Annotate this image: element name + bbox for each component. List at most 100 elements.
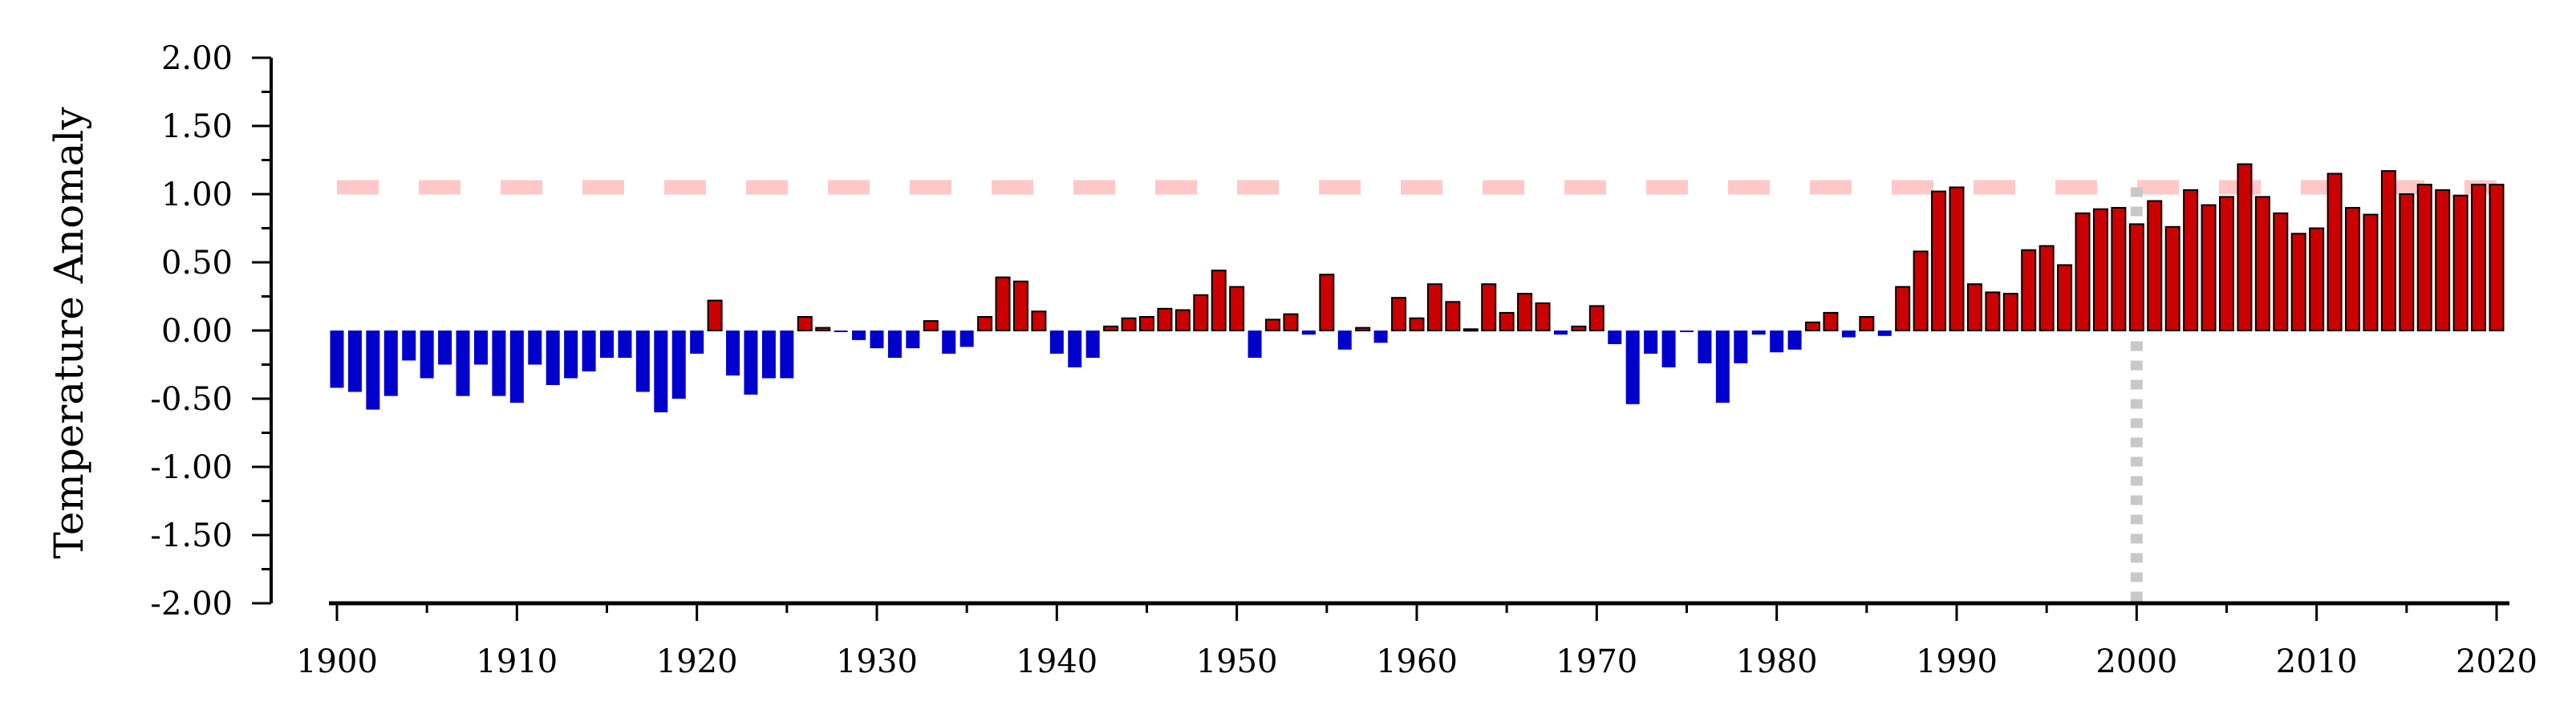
- bar-1944: [1121, 317, 1137, 332]
- bar-1939: [1031, 310, 1047, 332]
- bar-1962: [1445, 301, 1461, 331]
- bar-2009: [2290, 233, 2306, 331]
- bar-1917: [635, 331, 650, 392]
- bar-1929: [852, 331, 866, 340]
- bar-1953: [1283, 313, 1299, 332]
- bar-1992: [1985, 291, 2001, 331]
- bar-1963: [1462, 328, 1479, 332]
- bar-1993: [2002, 293, 2018, 332]
- bar-1942: [1085, 331, 1100, 358]
- bar-2013: [2363, 213, 2379, 331]
- bar-2006: [2237, 163, 2253, 331]
- y-tick-label: 1.00: [161, 176, 233, 213]
- bar-2004: [2201, 204, 2217, 331]
- bar-1995: [2038, 245, 2055, 332]
- bar-1948: [1193, 294, 1209, 331]
- x-tick-label: 1910: [476, 643, 558, 680]
- bar-1988: [1913, 250, 1929, 331]
- bar-1994: [2021, 249, 2037, 332]
- bar-1958: [1373, 331, 1388, 343]
- bar-1985: [1859, 316, 1875, 331]
- y-tick-label: -1.00: [150, 449, 233, 486]
- bar-1925: [780, 331, 794, 379]
- bar-1949: [1211, 270, 1227, 332]
- bar-1924: [761, 331, 776, 379]
- x-tick-label: 1960: [1376, 643, 1458, 680]
- bar-1959: [1391, 297, 1407, 332]
- bar-1915: [600, 331, 614, 358]
- bar-1966: [1517, 293, 1533, 332]
- bar-1997: [2075, 212, 2091, 331]
- bar-1930: [870, 331, 884, 349]
- bar-1926: [797, 316, 813, 331]
- bar-1921: [707, 299, 723, 332]
- bar-1968: [1553, 331, 1568, 335]
- bar-1906: [438, 331, 452, 365]
- bar-2000: [2128, 223, 2144, 331]
- y-axis: 2.00 1.50 1.00 0.50 0.00 -0.50 -1.00 -1.50 -2.00: [150, 40, 273, 623]
- bar-1983: [1823, 311, 1839, 331]
- bar-1996: [2057, 264, 2073, 331]
- bar-1973: [1644, 331, 1658, 354]
- bar-1923: [744, 331, 758, 395]
- y-tick-label: -0.50: [150, 381, 233, 418]
- x-tick-label: 2010: [2276, 643, 2358, 680]
- y-tick-label: 0.00: [161, 313, 233, 350]
- bar-1971: [1608, 331, 1622, 344]
- x-tick-label: 1920: [656, 643, 738, 680]
- bar-2020: [2489, 184, 2505, 331]
- bar-2011: [2327, 172, 2343, 331]
- bar-1980: [1770, 331, 1784, 353]
- bar-1984: [1841, 331, 1856, 338]
- bar-1938: [1012, 280, 1028, 331]
- bar-1977: [1715, 331, 1730, 404]
- bar-1981: [1787, 331, 1802, 350]
- bar-1956: [1337, 331, 1352, 350]
- bar-1943: [1103, 325, 1119, 331]
- bar-2012: [2345, 207, 2361, 331]
- bar-2018: [2452, 194, 2468, 331]
- bar-1913: [564, 331, 578, 379]
- y-tick-label: 0.50: [161, 245, 233, 282]
- bar-2008: [2273, 212, 2289, 331]
- bar-1916: [618, 331, 632, 358]
- bar-2002: [2164, 225, 2180, 331]
- reference-lines: [337, 180, 2497, 603]
- bar-1905: [420, 331, 434, 379]
- bar-1950: [1229, 286, 1245, 332]
- bar-1928: [834, 331, 848, 332]
- y-tick-label: -2.00: [150, 586, 233, 623]
- x-tick-label: 2020: [2456, 643, 2537, 680]
- bar-1991: [1966, 283, 1982, 332]
- bar-1972: [1625, 331, 1640, 404]
- bar-1936: [977, 316, 993, 331]
- bar-2007: [2254, 196, 2270, 331]
- bar-1911: [528, 331, 542, 365]
- bar-2003: [2183, 189, 2199, 331]
- bar-1990: [1949, 186, 1965, 331]
- x-axis: 1900 1910 1920 1930 1940 1950 1960 1970 1980 1990…: [296, 601, 2537, 680]
- bar-2005: [2219, 196, 2234, 331]
- bar-1941: [1068, 331, 1082, 367]
- y-axis-title: Temperature Anomaly: [46, 107, 92, 559]
- x-tick-label: 1980: [1736, 643, 1818, 680]
- bar-1964: [1481, 283, 1497, 332]
- bar-2019: [2471, 184, 2487, 331]
- bar-2016: [2416, 184, 2432, 331]
- bar-1957: [1355, 326, 1371, 332]
- bar-1961: [1426, 283, 1442, 332]
- bar-1903: [383, 331, 398, 396]
- bar-2014: [2380, 170, 2396, 331]
- x-tick-label: 1990: [1916, 643, 1998, 680]
- bar-1904: [402, 331, 416, 361]
- bar-1922: [726, 331, 740, 376]
- bar-1970: [1588, 305, 1604, 331]
- bar-1965: [1499, 311, 1515, 331]
- bar-1978: [1734, 331, 1748, 363]
- bars: [330, 163, 2505, 412]
- bar-1955: [1319, 274, 1335, 331]
- bar-1909: [492, 331, 506, 396]
- bar-1951: [1247, 331, 1262, 358]
- x-tick-label: 1950: [1196, 643, 1278, 680]
